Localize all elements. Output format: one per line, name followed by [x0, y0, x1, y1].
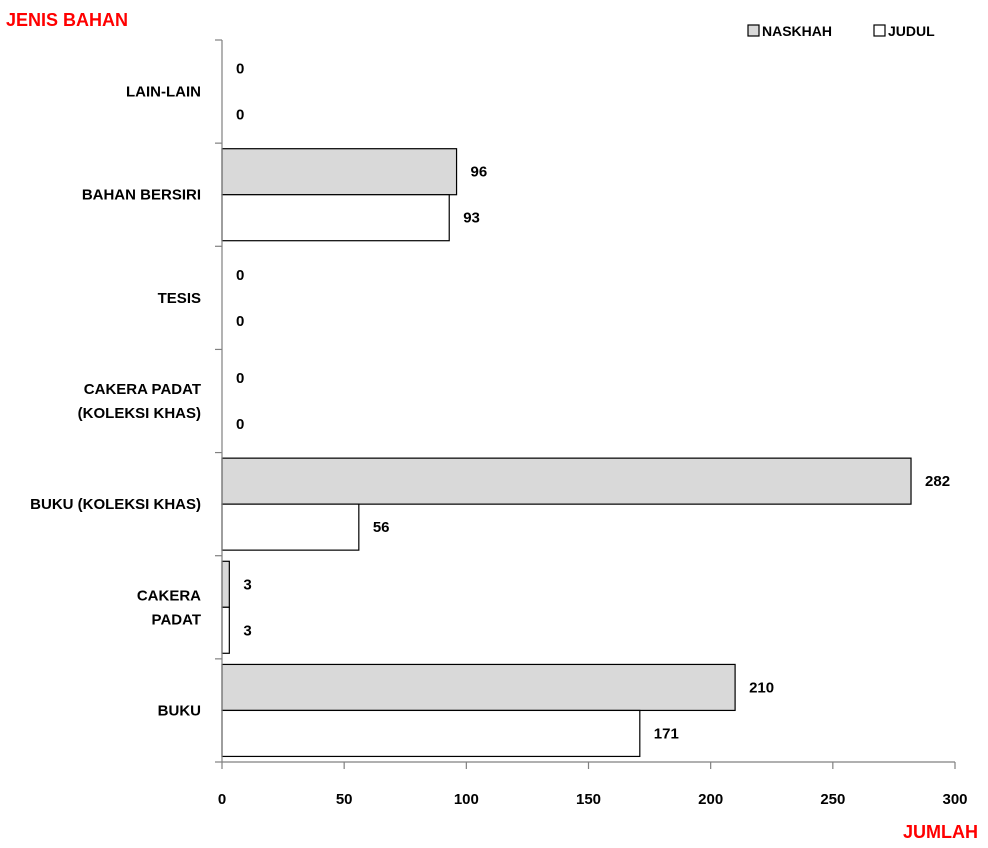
legend-swatch-judul	[873, 24, 886, 37]
bar-judul	[221, 503, 360, 551]
x-tick-label: 250	[820, 791, 845, 808]
data-label: 282	[925, 473, 950, 490]
bar-judul	[221, 606, 230, 654]
category-label: CAKERA	[137, 587, 201, 604]
data-label: 0	[236, 267, 244, 284]
legend-label: JUDUL	[888, 23, 935, 39]
data-label: 0	[236, 313, 244, 330]
data-label: 0	[236, 370, 244, 387]
data-label: 0	[236, 61, 244, 78]
bar-judul	[221, 709, 641, 758]
legend-swatch-naskhah	[747, 24, 760, 37]
legend: NASKHAH JUDUL	[747, 23, 935, 39]
data-label: 3	[243, 576, 251, 593]
bar-naskhah	[221, 148, 458, 196]
category-label: BUKU	[158, 702, 201, 719]
bar-naskhah	[221, 663, 736, 712]
category-label: PADAT	[152, 611, 201, 628]
x-tick-label: 300	[942, 791, 967, 808]
x-tick-label: 150	[576, 791, 601, 808]
data-label: 56	[373, 519, 390, 536]
category-label: BAHAN BERSIRI	[82, 187, 201, 204]
category-label: CAKERA PADAT	[84, 381, 201, 398]
legend-label: NASKHAH	[762, 23, 832, 39]
data-label: 210	[749, 679, 774, 696]
data-label: 3	[243, 622, 251, 639]
x-tick-label: 200	[698, 791, 723, 808]
category-label: TESIS	[158, 290, 201, 307]
data-label: 96	[471, 164, 488, 181]
x-axis-title: JUMLAH	[903, 822, 978, 842]
category-label: (KOLEKSI KHAS)	[78, 405, 201, 422]
bar-judul	[221, 194, 450, 242]
bars-group: 210 3 282 0 0 96 0 171 3 56 0 0 93 0	[221, 61, 950, 758]
data-label: 0	[236, 107, 244, 124]
y-axis-title: JENIS BAHAN	[6, 10, 128, 30]
data-label: 93	[463, 210, 480, 227]
x-tick-label: 100	[454, 791, 479, 808]
category-label: LAIN-LAIN	[126, 84, 201, 101]
bar-naskhah	[221, 560, 230, 608]
bar-naskhah	[221, 457, 912, 505]
x-tick-label: 50	[336, 791, 353, 808]
x-tick-label: 0	[218, 791, 226, 808]
data-label: 0	[236, 416, 244, 433]
category-label: BUKU (KOLEKSI KHAS)	[30, 496, 201, 513]
data-label: 171	[654, 725, 679, 742]
